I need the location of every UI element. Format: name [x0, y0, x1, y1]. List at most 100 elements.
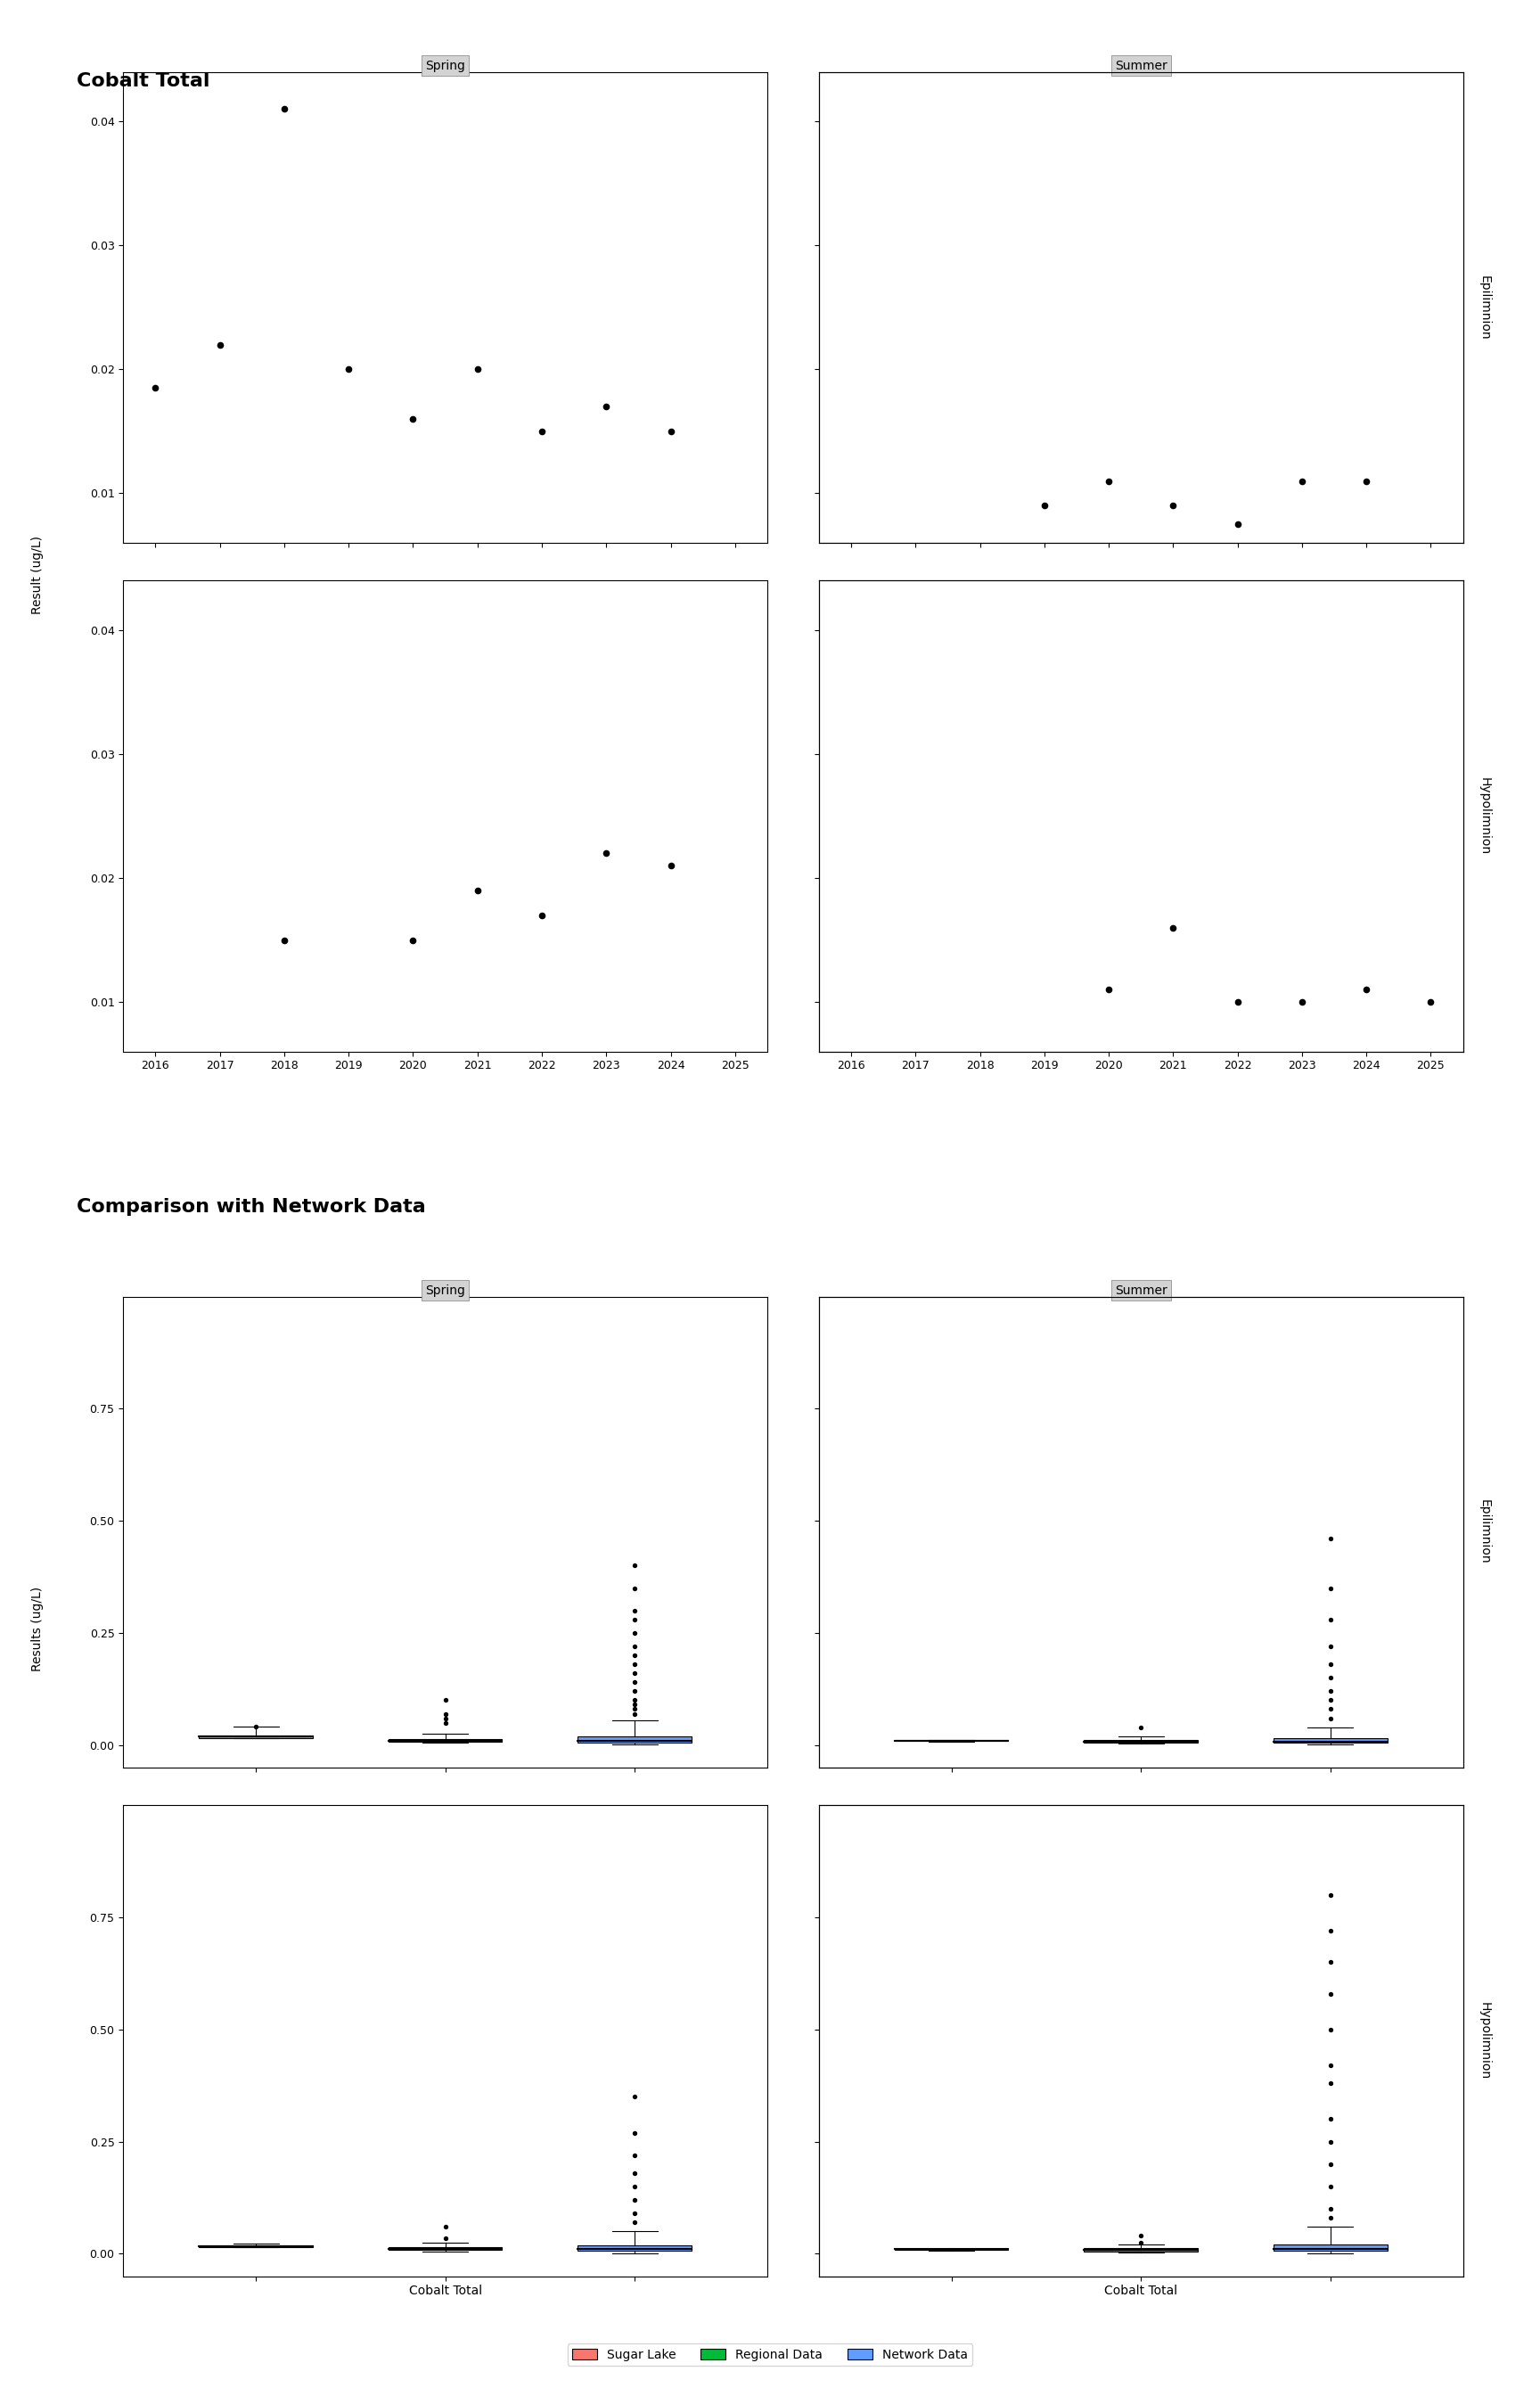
Point [530, 412, 554, 450]
Point [1161, 486, 1186, 525]
Title: Spring: Spring [425, 60, 465, 72]
Point [433, 1699, 457, 1737]
Point [433, 1694, 457, 1732]
Point [622, 1672, 647, 1711]
Point [622, 1689, 647, 1728]
Y-axis label: Epilimnion: Epilimnion [1478, 1500, 1491, 1565]
Point [622, 2135, 647, 2173]
Point [622, 1627, 647, 1665]
Text: Results (ug/L): Results (ug/L) [31, 1586, 43, 1672]
Point [243, 1708, 268, 1747]
Title: Spring: Spring [425, 1284, 465, 1296]
Point [1318, 1876, 1343, 1914]
Point [1129, 2216, 1153, 2255]
Point [622, 2168, 647, 2207]
Point [1318, 1569, 1343, 1608]
Point [1318, 1627, 1343, 1665]
Point [1318, 1646, 1343, 1684]
Point [1354, 970, 1378, 1009]
Point [1318, 2123, 1343, 2161]
Point [622, 2113, 647, 2152]
Point [1226, 506, 1250, 544]
Point [622, 1684, 647, 1723]
Point [208, 326, 233, 364]
Point [1226, 982, 1250, 1021]
Bar [1084, 1739, 1198, 1742]
Point [433, 2207, 457, 2245]
Point [622, 1569, 647, 1608]
Point [1129, 2223, 1153, 2262]
Point [1318, 1519, 1343, 1557]
Point [1318, 1912, 1343, 1950]
Point [433, 2219, 457, 2257]
Point [1129, 1708, 1153, 1747]
Point [622, 1663, 647, 1701]
Bar [578, 1737, 691, 1742]
Point [1318, 2010, 1343, 2049]
Point [400, 400, 425, 438]
Point [659, 846, 684, 884]
Point [1318, 2190, 1343, 2228]
Point [622, 1615, 647, 1653]
Point [1318, 1601, 1343, 1639]
Point [622, 1646, 647, 1684]
Point [273, 920, 297, 958]
Point [1096, 970, 1121, 1009]
Point [1318, 1699, 1343, 1737]
Point [1418, 982, 1443, 1021]
Bar [1084, 2247, 1198, 2252]
Point [659, 412, 684, 450]
Point [594, 388, 619, 426]
Point [143, 369, 168, 407]
Point [622, 2195, 647, 2233]
Point [1318, 1943, 1343, 1981]
Point [336, 350, 360, 388]
Point [1318, 1672, 1343, 1711]
Bar [1274, 2245, 1388, 2252]
Point [1318, 2063, 1343, 2101]
Point [1318, 2046, 1343, 2085]
Point [594, 834, 619, 872]
Point [622, 1694, 647, 1732]
Y-axis label: Hypolimnion: Hypolimnion [1478, 776, 1491, 855]
Point [622, 2180, 647, 2219]
Point [1318, 1689, 1343, 1728]
Point [433, 1704, 457, 1742]
Point [622, 1545, 647, 1584]
Point [622, 2204, 647, 2243]
Bar [1274, 1739, 1388, 1742]
Point [1096, 462, 1121, 501]
Point [273, 91, 297, 129]
Title: Summer: Summer [1115, 60, 1167, 72]
Point [465, 872, 490, 910]
Point [622, 2154, 647, 2192]
Point [1318, 2144, 1343, 2183]
Bar [578, 2245, 691, 2252]
Point [465, 350, 490, 388]
Y-axis label: Hypolimnion: Hypolimnion [1478, 2003, 1491, 2080]
Point [1161, 908, 1186, 946]
Point [1318, 2099, 1343, 2137]
Point [400, 920, 425, 958]
Point [1318, 1974, 1343, 2013]
Point [1354, 462, 1378, 501]
Legend: Sugar Lake, Regional Data, Network Data: Sugar Lake, Regional Data, Network Data [567, 2343, 973, 2365]
Text: Cobalt Total: Cobalt Total [77, 72, 211, 89]
Point [1289, 982, 1314, 1021]
Title: Summer: Summer [1115, 1284, 1167, 1296]
Point [1318, 1682, 1343, 1720]
Text: Result (ug/L): Result (ug/L) [31, 537, 43, 613]
Point [433, 1682, 457, 1720]
Text: Comparison with Network Data: Comparison with Network Data [77, 1198, 427, 1215]
Point [530, 896, 554, 934]
Point [1318, 2168, 1343, 2207]
Point [622, 2077, 647, 2116]
Y-axis label: Epilimnion: Epilimnion [1478, 276, 1491, 340]
Point [622, 1682, 647, 1720]
Point [622, 1636, 647, 1675]
Bar [388, 2247, 502, 2250]
Point [1318, 1658, 1343, 1696]
Point [1289, 462, 1314, 501]
Point [622, 1653, 647, 1692]
Point [1032, 486, 1056, 525]
